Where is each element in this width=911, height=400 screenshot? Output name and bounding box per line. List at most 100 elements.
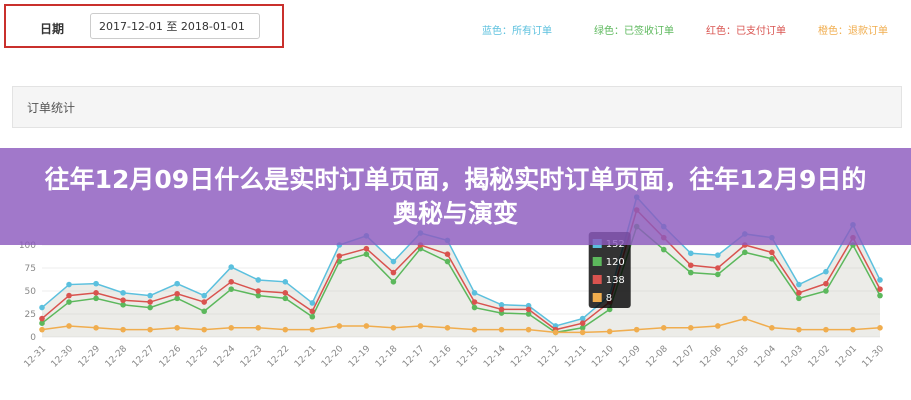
x-tick-label: 12-25	[185, 344, 211, 370]
filter-label: 日期	[40, 22, 65, 36]
x-tick-label: 12-21	[293, 344, 319, 370]
point	[823, 288, 829, 294]
point	[147, 299, 153, 305]
point	[201, 308, 207, 315]
x-tick-label: 12-14	[482, 344, 508, 370]
x-tick-label: 12-08	[644, 344, 670, 370]
x-tick-label: 12-26	[158, 344, 184, 370]
point	[390, 258, 397, 265]
point	[471, 290, 478, 296]
point	[39, 315, 45, 322]
point	[309, 300, 316, 306]
y-tick-label: 50	[25, 287, 37, 297]
x-tick-label: 12-23	[239, 344, 265, 370]
point	[336, 253, 343, 259]
banner: 往年12月09日什么是实时订单页面，揭秘实时订单页面，往年12月9日的奥秘与演变	[0, 148, 911, 245]
x-tick-label: 12-04	[752, 344, 778, 370]
x-tick-label: 12-18	[374, 344, 400, 370]
point	[498, 306, 505, 313]
series-line	[41, 208, 881, 331]
x-tick-label: 12-02	[806, 344, 832, 370]
point	[471, 299, 478, 305]
point	[715, 252, 721, 258]
point	[444, 251, 451, 257]
point	[687, 262, 694, 269]
point	[201, 326, 207, 333]
point	[769, 255, 775, 262]
point	[336, 323, 343, 329]
point	[579, 315, 586, 322]
point	[66, 292, 72, 299]
point	[498, 326, 505, 333]
point	[120, 297, 126, 304]
tooltip-swatch	[592, 293, 602, 302]
date-filter: 日期 2017-12-01 至 2018-01-01	[4, 4, 284, 48]
point	[552, 329, 559, 336]
point	[742, 315, 748, 322]
legend-entry: 绿色：已签收订单	[594, 24, 674, 37]
point	[525, 311, 532, 317]
legend-entry: 红色：已支付订单	[706, 24, 786, 37]
point	[633, 326, 640, 333]
banner-title: 往年12月09日什么是实时订单页面，揭秘实时订单页面，往年12月9日的奥秘与演变	[44, 164, 867, 228]
x-tick-label: 12-28	[104, 344, 130, 370]
x-tick-label: 12-15	[455, 344, 481, 370]
x-tick-label: 12-31	[23, 344, 49, 370]
point	[715, 271, 721, 278]
point	[228, 286, 235, 292]
point	[309, 313, 316, 320]
point	[66, 323, 72, 329]
y-tick-label: 100	[19, 241, 36, 251]
point	[147, 326, 153, 333]
tooltip-swatch	[592, 257, 602, 266]
series-line	[41, 317, 881, 334]
point	[174, 295, 180, 302]
x-tick-label: 12-10	[590, 344, 616, 370]
x-tick-label: 12-06	[698, 344, 724, 370]
point	[201, 299, 207, 305]
point	[687, 325, 694, 331]
point	[93, 325, 99, 331]
x-tick-label: 12-20	[320, 344, 346, 370]
x-tick-label: 12-12	[536, 344, 562, 370]
point	[174, 290, 180, 297]
x-tick-label: 12-03	[779, 344, 805, 370]
point	[201, 292, 207, 299]
point	[363, 323, 370, 329]
legend-entry: 蓝色：所有订单	[482, 24, 552, 37]
point	[823, 268, 829, 275]
point	[39, 326, 45, 333]
point	[877, 286, 883, 292]
point	[120, 290, 126, 296]
date-range-input[interactable]: 2017-12-01 至 2018-01-01	[90, 13, 260, 39]
point	[228, 264, 235, 270]
point	[255, 288, 262, 294]
panel-header: 订单统计	[12, 86, 902, 128]
x-tick-label: 11-30	[861, 344, 887, 370]
point	[606, 328, 613, 335]
point	[39, 320, 45, 327]
point	[796, 295, 802, 302]
x-tick-label: 12-13	[509, 344, 535, 370]
point	[769, 249, 775, 256]
point	[823, 280, 829, 287]
point	[715, 323, 721, 329]
point	[796, 290, 802, 296]
point	[417, 323, 424, 329]
point	[579, 320, 586, 327]
tooltip-value: 138	[606, 275, 625, 286]
point	[228, 279, 235, 285]
tooltip-value: 120	[606, 257, 625, 268]
y-tick-label: 25	[25, 310, 36, 320]
point	[174, 325, 180, 331]
point	[715, 265, 721, 271]
y-tick-label: 0	[30, 333, 36, 343]
point	[796, 281, 802, 288]
tooltip-value: 8	[606, 293, 612, 304]
tooltip-box	[588, 232, 631, 308]
point	[877, 292, 883, 299]
point	[823, 326, 829, 333]
point	[850, 326, 856, 333]
